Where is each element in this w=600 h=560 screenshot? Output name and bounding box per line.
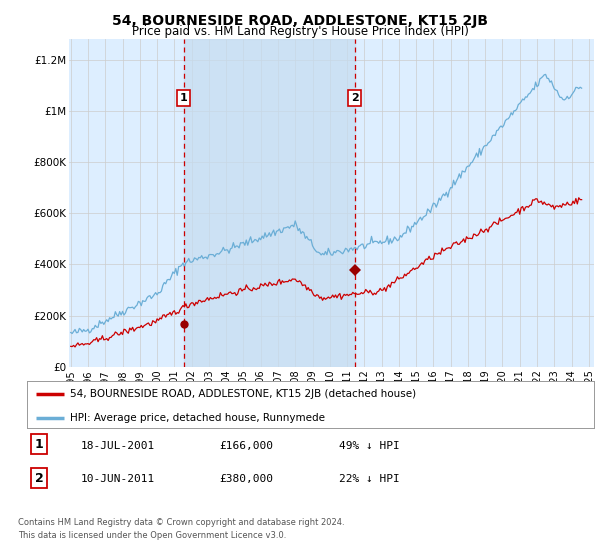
Text: 49% ↓ HPI: 49% ↓ HPI bbox=[339, 441, 400, 451]
Text: Price paid vs. HM Land Registry's House Price Index (HPI): Price paid vs. HM Land Registry's House … bbox=[131, 25, 469, 38]
Text: This data is licensed under the Open Government Licence v3.0.: This data is licensed under the Open Gov… bbox=[18, 531, 286, 540]
Text: 1: 1 bbox=[35, 438, 43, 451]
Text: Contains HM Land Registry data © Crown copyright and database right 2024.: Contains HM Land Registry data © Crown c… bbox=[18, 518, 344, 527]
Text: HPI: Average price, detached house, Runnymede: HPI: Average price, detached house, Runn… bbox=[70, 413, 325, 423]
Text: 54, BOURNESIDE ROAD, ADDLESTONE, KT15 2JB (detached house): 54, BOURNESIDE ROAD, ADDLESTONE, KT15 2J… bbox=[70, 389, 416, 399]
Text: 54, BOURNESIDE ROAD, ADDLESTONE, KT15 2JB: 54, BOURNESIDE ROAD, ADDLESTONE, KT15 2J… bbox=[112, 14, 488, 28]
Bar bbox=[184, 39, 355, 367]
Text: 18-JUL-2001: 18-JUL-2001 bbox=[81, 441, 155, 451]
Text: 2: 2 bbox=[351, 93, 359, 103]
Text: £166,000: £166,000 bbox=[219, 441, 273, 451]
Text: 22% ↓ HPI: 22% ↓ HPI bbox=[339, 474, 400, 484]
Text: 2: 2 bbox=[35, 472, 43, 484]
Text: 1: 1 bbox=[180, 93, 188, 103]
Text: £380,000: £380,000 bbox=[219, 474, 273, 484]
Text: 10-JUN-2011: 10-JUN-2011 bbox=[81, 474, 155, 484]
